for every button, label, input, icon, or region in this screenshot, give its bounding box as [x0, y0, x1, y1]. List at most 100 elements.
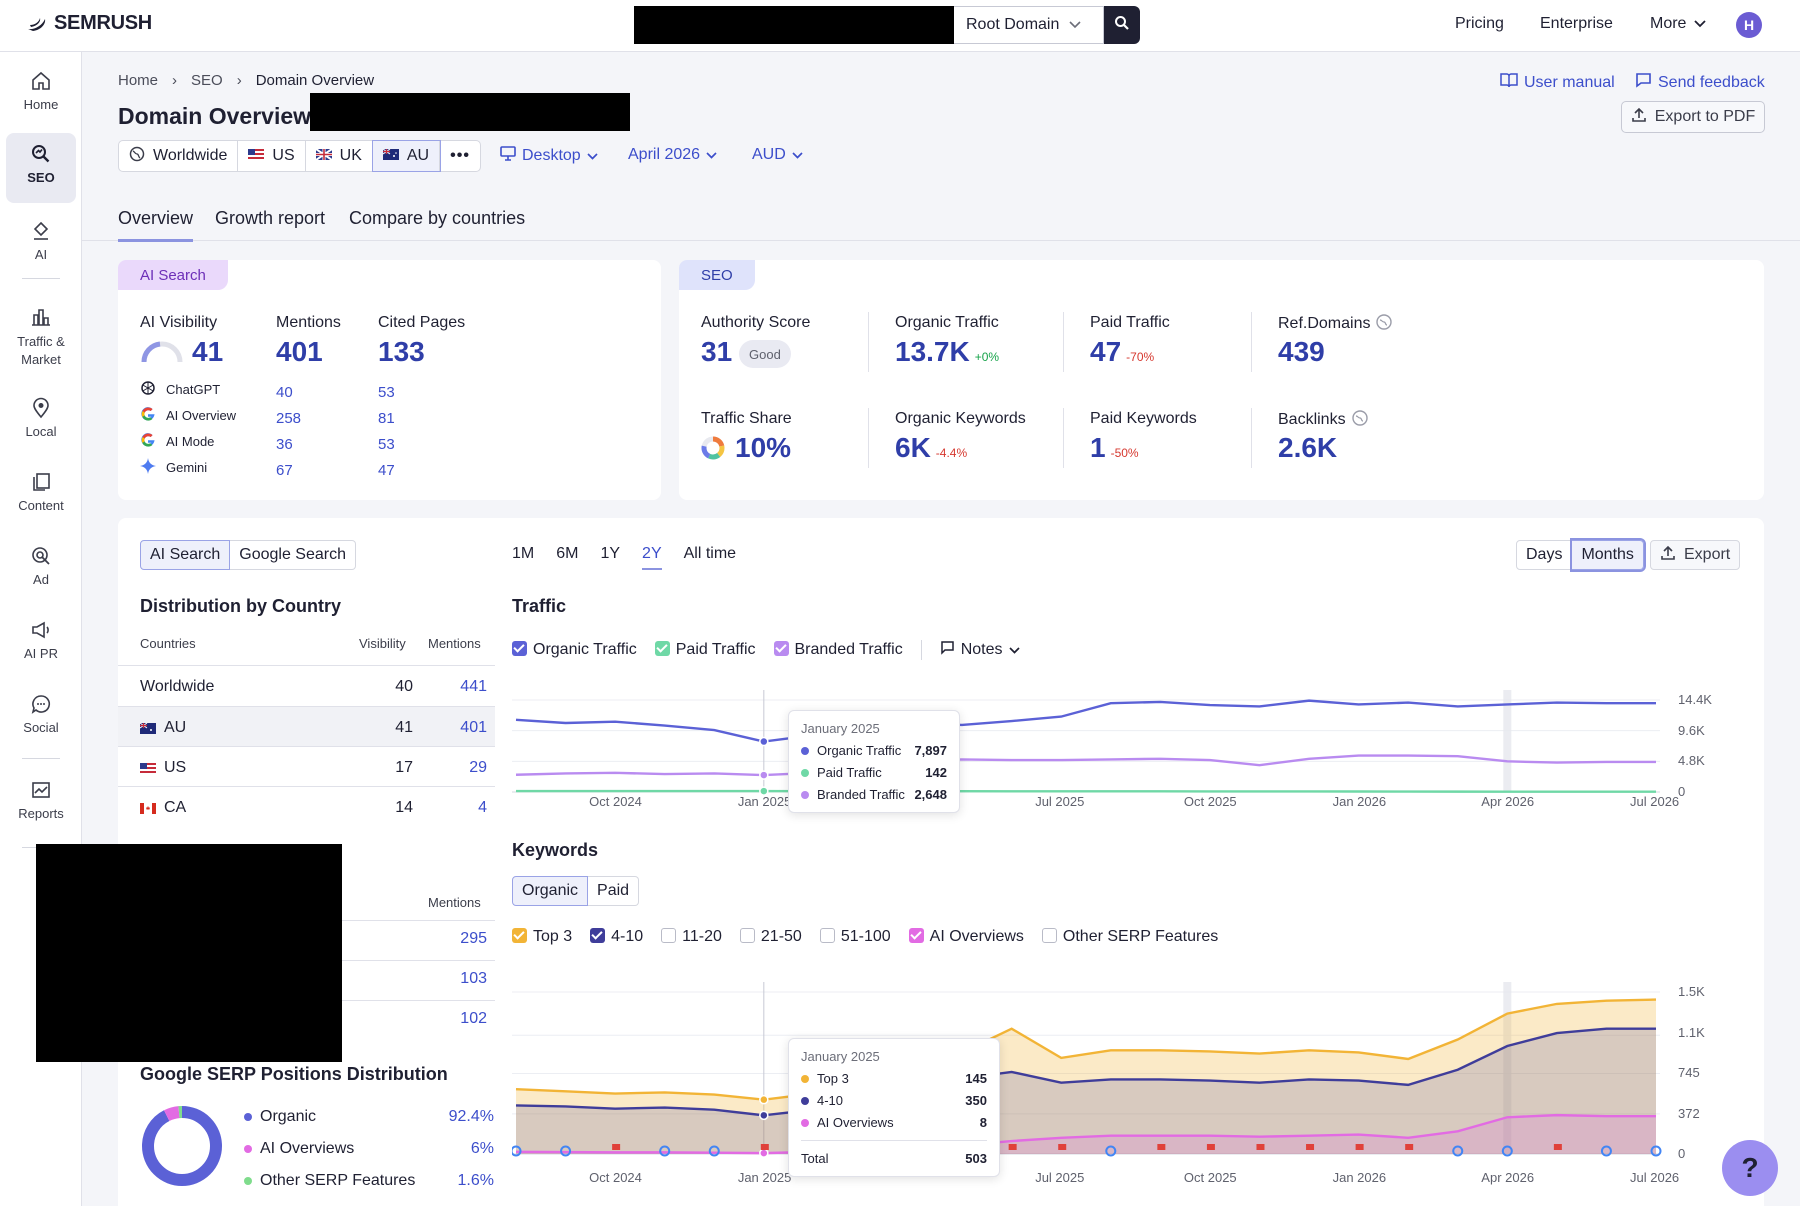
legend-21-50[interactable]: 21-50: [739, 928, 802, 946]
note-flag-icon[interactable]: [1553, 1144, 1562, 1156]
sidebar-item-seo[interactable]: SEO: [6, 133, 76, 203]
toggle-google-search[interactable]: Google Search: [230, 540, 356, 570]
export-pdf-button[interactable]: Export to PDF: [1621, 101, 1765, 133]
sidebar-item-ad[interactable]: Ad: [6, 545, 76, 587]
legend-other-serp-features[interactable]: Other SERP Features: [1041, 928, 1218, 946]
cited-pages-value[interactable]: 133: [378, 336, 425, 367]
donut-slice[interactable]: [142, 1106, 222, 1186]
more-regions-button[interactable]: •••: [440, 141, 480, 171]
legend-organic-traffic[interactable]: Organic Traffic: [512, 641, 637, 659]
toggle-days[interactable]: Days: [1516, 540, 1573, 570]
breadcrumb-seo[interactable]: SEO: [191, 72, 223, 89]
google-update-icon[interactable]: [659, 1145, 671, 1157]
toggle-months[interactable]: Months: [1570, 538, 1646, 572]
google-update-icon[interactable]: [1105, 1145, 1117, 1157]
domain-search-input[interactable]: [634, 6, 954, 44]
series-line-paid-traffic[interactable]: [515, 789, 1656, 793]
note-flag-icon[interactable]: [1058, 1144, 1067, 1156]
info-globe-icon[interactable]: [1376, 314, 1393, 334]
hover-point[interactable]: [759, 1094, 769, 1105]
tab-growth-report[interactable]: Growth report: [215, 208, 326, 228]
note-flag-icon[interactable]: [612, 1144, 621, 1156]
sidebar-item-content[interactable]: Content: [6, 471, 76, 513]
note-flag-icon[interactable]: [1405, 1144, 1414, 1156]
region-tab-worldwide[interactable]: Worldwide: [119, 141, 239, 171]
range-tab-6m[interactable]: 6M: [556, 545, 579, 562]
note-flag-icon[interactable]: [1256, 1144, 1265, 1156]
note-flag-icon[interactable]: [1206, 1144, 1215, 1156]
traffic-line-chart[interactable]: [512, 686, 1692, 796]
breadcrumb-home[interactable]: Home: [118, 72, 159, 89]
range-tab-2y[interactable]: 2Y: [642, 545, 662, 570]
sidebar-item-traffic-market[interactable]: Traffic & Market: [6, 306, 76, 369]
notes-dropdown[interactable]: Notes: [940, 640, 1020, 660]
organic-traffic-metric[interactable]: 13.7K +0%: [895, 336, 999, 368]
donut-slice[interactable]: [142, 1106, 222, 1186]
hover-point[interactable]: [759, 1110, 769, 1121]
ref-domains-value[interactable]: 439: [1278, 336, 1325, 367]
range-tab-1y[interactable]: 1Y: [600, 545, 621, 562]
toggle-paid[interactable]: Paid: [588, 876, 640, 906]
legend-branded-traffic[interactable]: Branded Traffic: [773, 641, 903, 659]
country-mentions[interactable]: 441: [460, 678, 487, 695]
date-select[interactable]: April 2026: [628, 146, 717, 164]
info-globe-icon[interactable]: [1351, 410, 1368, 430]
note-flag-icon[interactable]: [1355, 1144, 1364, 1156]
mention-count[interactable]: 258: [276, 410, 302, 427]
sidebar-item-local[interactable]: Local: [6, 397, 76, 439]
avatar[interactable]: H: [1736, 12, 1762, 38]
google-update-icon[interactable]: [1501, 1145, 1513, 1157]
sidebar-item-ai[interactable]: AI: [6, 220, 76, 262]
series-line-organic-traffic[interactable]: [515, 699, 1656, 743]
send-feedback-link[interactable]: Send feedback: [1635, 72, 1765, 93]
note-flag-icon[interactable]: [1306, 1144, 1315, 1156]
toggle-organic[interactable]: Organic: [512, 876, 589, 906]
range-tab-1m[interactable]: 1M: [512, 545, 535, 562]
note-flag-icon[interactable]: [1157, 1144, 1166, 1156]
cited-count[interactable]: 47: [378, 462, 395, 479]
hover-point[interactable]: [759, 770, 769, 780]
mention-count[interactable]: 103: [460, 970, 487, 987]
nav-enterprise[interactable]: Enterprise: [1540, 15, 1613, 32]
mention-count[interactable]: 295: [460, 930, 487, 947]
cited-count[interactable]: 81: [378, 410, 395, 427]
region-tab-us[interactable]: US: [238, 141, 306, 171]
table-row[interactable]: US 17 29: [118, 746, 495, 786]
country-mentions[interactable]: 29: [469, 759, 487, 776]
hover-point[interactable]: [759, 736, 769, 747]
mention-count[interactable]: 67: [276, 462, 293, 479]
legend-ai-overviews[interactable]: AI Overviews: [908, 928, 1024, 946]
google-update-icon[interactable]: [1650, 1145, 1662, 1157]
google-update-icon[interactable]: [560, 1145, 572, 1157]
search-button[interactable]: [1104, 6, 1140, 44]
toggle-ai-search[interactable]: AI Search: [140, 540, 231, 570]
nav-pricing[interactable]: Pricing: [1455, 15, 1504, 32]
series-line-ai-overviews[interactable]: [515, 1113, 1656, 1155]
cited-count[interactable]: 53: [378, 436, 395, 453]
legend-top-3[interactable]: Top 3: [512, 928, 572, 946]
currency-select[interactable]: AUD: [752, 146, 803, 164]
legend-51-100[interactable]: 51-100: [819, 928, 891, 946]
series-line-branded-traffic[interactable]: [515, 754, 1656, 777]
keywords-area-chart[interactable]: [512, 978, 1692, 1158]
tab-compare-by-countries[interactable]: Compare by countries: [349, 208, 526, 228]
region-tab-au[interactable]: AU: [371, 140, 442, 172]
google-update-icon[interactable]: [708, 1145, 720, 1157]
legend-paid-traffic[interactable]: Paid Traffic: [654, 641, 756, 659]
nav-more[interactable]: More: [1650, 15, 1707, 33]
table-row[interactable]: Worldwide 40 441: [118, 666, 495, 706]
note-flag-icon[interactable]: [1008, 1144, 1017, 1156]
authority-score-value[interactable]: 31: [701, 336, 733, 367]
series-line-top-3[interactable]: [515, 998, 1657, 1101]
organic-keywords-metric[interactable]: 6K -4.4%: [895, 432, 967, 464]
sidebar-item-social[interactable]: Social: [6, 693, 76, 735]
sidebar-item-home[interactable]: Home: [6, 70, 76, 112]
google-update-icon[interactable]: [1452, 1145, 1464, 1157]
country-mentions[interactable]: 4: [478, 799, 487, 816]
device-select[interactable]: Desktop: [500, 146, 598, 166]
region-tab-uk[interactable]: UK: [306, 141, 373, 171]
range-tab-all-time[interactable]: All time: [683, 545, 737, 562]
mention-count[interactable]: 36: [276, 436, 293, 453]
backlinks-value[interactable]: 2.6K: [1278, 432, 1338, 463]
note-flag-icon[interactable]: [760, 1144, 769, 1156]
